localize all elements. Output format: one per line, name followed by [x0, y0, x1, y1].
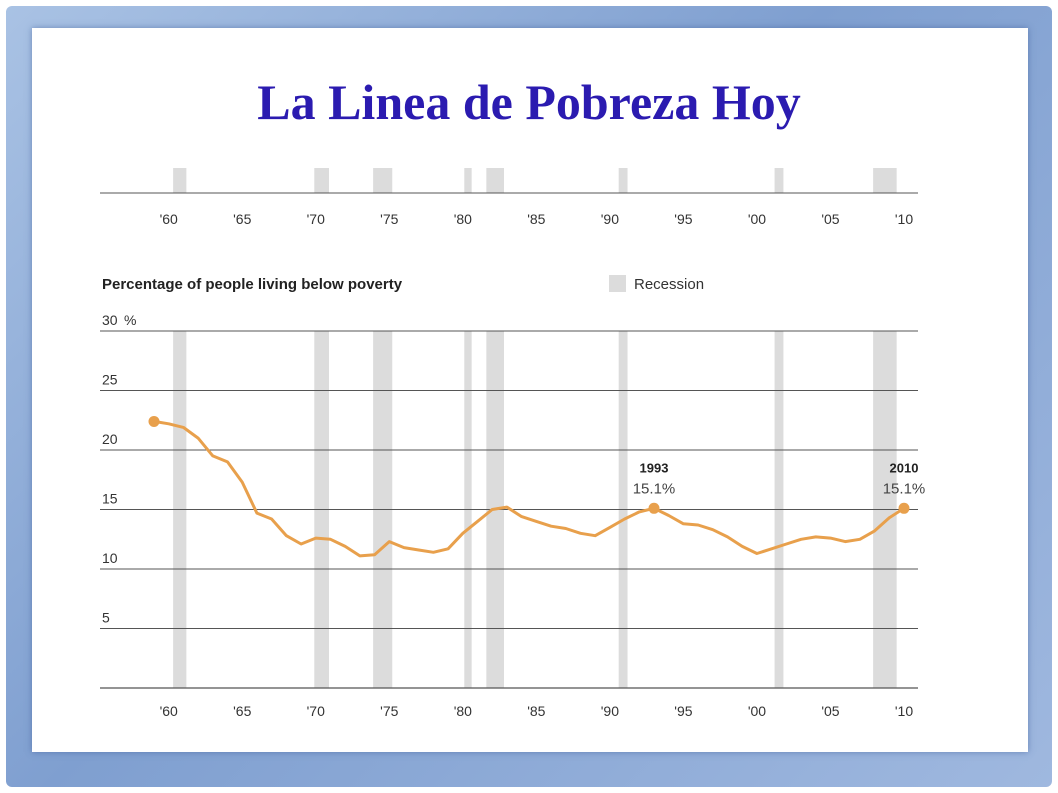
data-point-highlight [898, 502, 910, 514]
timeline-tick-label: '65 [233, 211, 251, 227]
annotation-year-label: 2010 [890, 460, 919, 475]
timeline-tick-label: '10 [895, 211, 913, 227]
timeline-tick-label: '70 [307, 211, 325, 227]
x-tick-label: '10 [895, 703, 913, 719]
timeline-recession-band [464, 168, 472, 193]
x-tick-label: '85 [527, 703, 545, 719]
y-tick-label: 15 [102, 491, 118, 507]
poverty-rate-line [152, 419, 906, 558]
y-tick-label: 30 [102, 312, 118, 328]
slide-title: La Linea de Pobreza Hoy [257, 74, 801, 130]
x-tick-label: '65 [233, 703, 251, 719]
y-unit-label: % [124, 312, 136, 328]
timeline-tick-label: '05 [821, 211, 839, 227]
annotation-value-label: 15.1% [633, 480, 676, 497]
timeline-tick-label: '80 [454, 211, 472, 227]
timeline-recession-band [618, 168, 628, 193]
y-tick-label: 5 [102, 610, 110, 626]
data-point-highlight [648, 502, 660, 514]
timeline-recession-band [774, 168, 784, 193]
x-tick-label: '00 [748, 703, 766, 719]
timeline-tick-label: '75 [380, 211, 398, 227]
x-tick-label: '75 [380, 703, 398, 719]
timeline-recession-band [373, 168, 393, 193]
y-tick-label: 25 [102, 372, 118, 388]
y-tick-label: 10 [102, 550, 118, 566]
annotation-year-label: 1993 [640, 460, 669, 475]
timeline-recession-band [314, 168, 329, 193]
plot-area: 30 25 20 15 10 5% '60 '65 '70 '75 '80 '85 '90 '95 '00 '… [100, 312, 925, 719]
x-tick-label: '90 [601, 703, 619, 719]
x-tick-label: '05 [821, 703, 839, 719]
y-tick-label: 20 [102, 431, 118, 447]
legend-swatch-recession [609, 275, 626, 292]
x-tick-label: '60 [160, 703, 178, 719]
timeline-recession-band [486, 168, 504, 193]
data-point-start [148, 415, 160, 427]
timeline-recession-band [873, 168, 897, 193]
timeline-tick-label: '60 [160, 211, 178, 227]
timeline-tick-label: '85 [527, 211, 545, 227]
x-tick-label: '80 [454, 703, 472, 719]
annotation-value-label: 15.1% [883, 480, 926, 497]
chart-subtitle: Percentage of people living below povert… [102, 276, 403, 293]
x-tick-label: '95 [674, 703, 692, 719]
timeline-tick-label: '00 [748, 211, 766, 227]
recession-timeline: '60 '65 '70 '75 '80 '85 '90 '95 '00 '05 '10 [100, 168, 918, 227]
x-tick-label: '70 [307, 703, 325, 719]
timeline-tick-label: '90 [601, 211, 619, 227]
legend-label-recession: Recession [634, 276, 704, 293]
timeline-tick-label: '95 [674, 211, 692, 227]
timeline-recession-band [173, 168, 187, 193]
